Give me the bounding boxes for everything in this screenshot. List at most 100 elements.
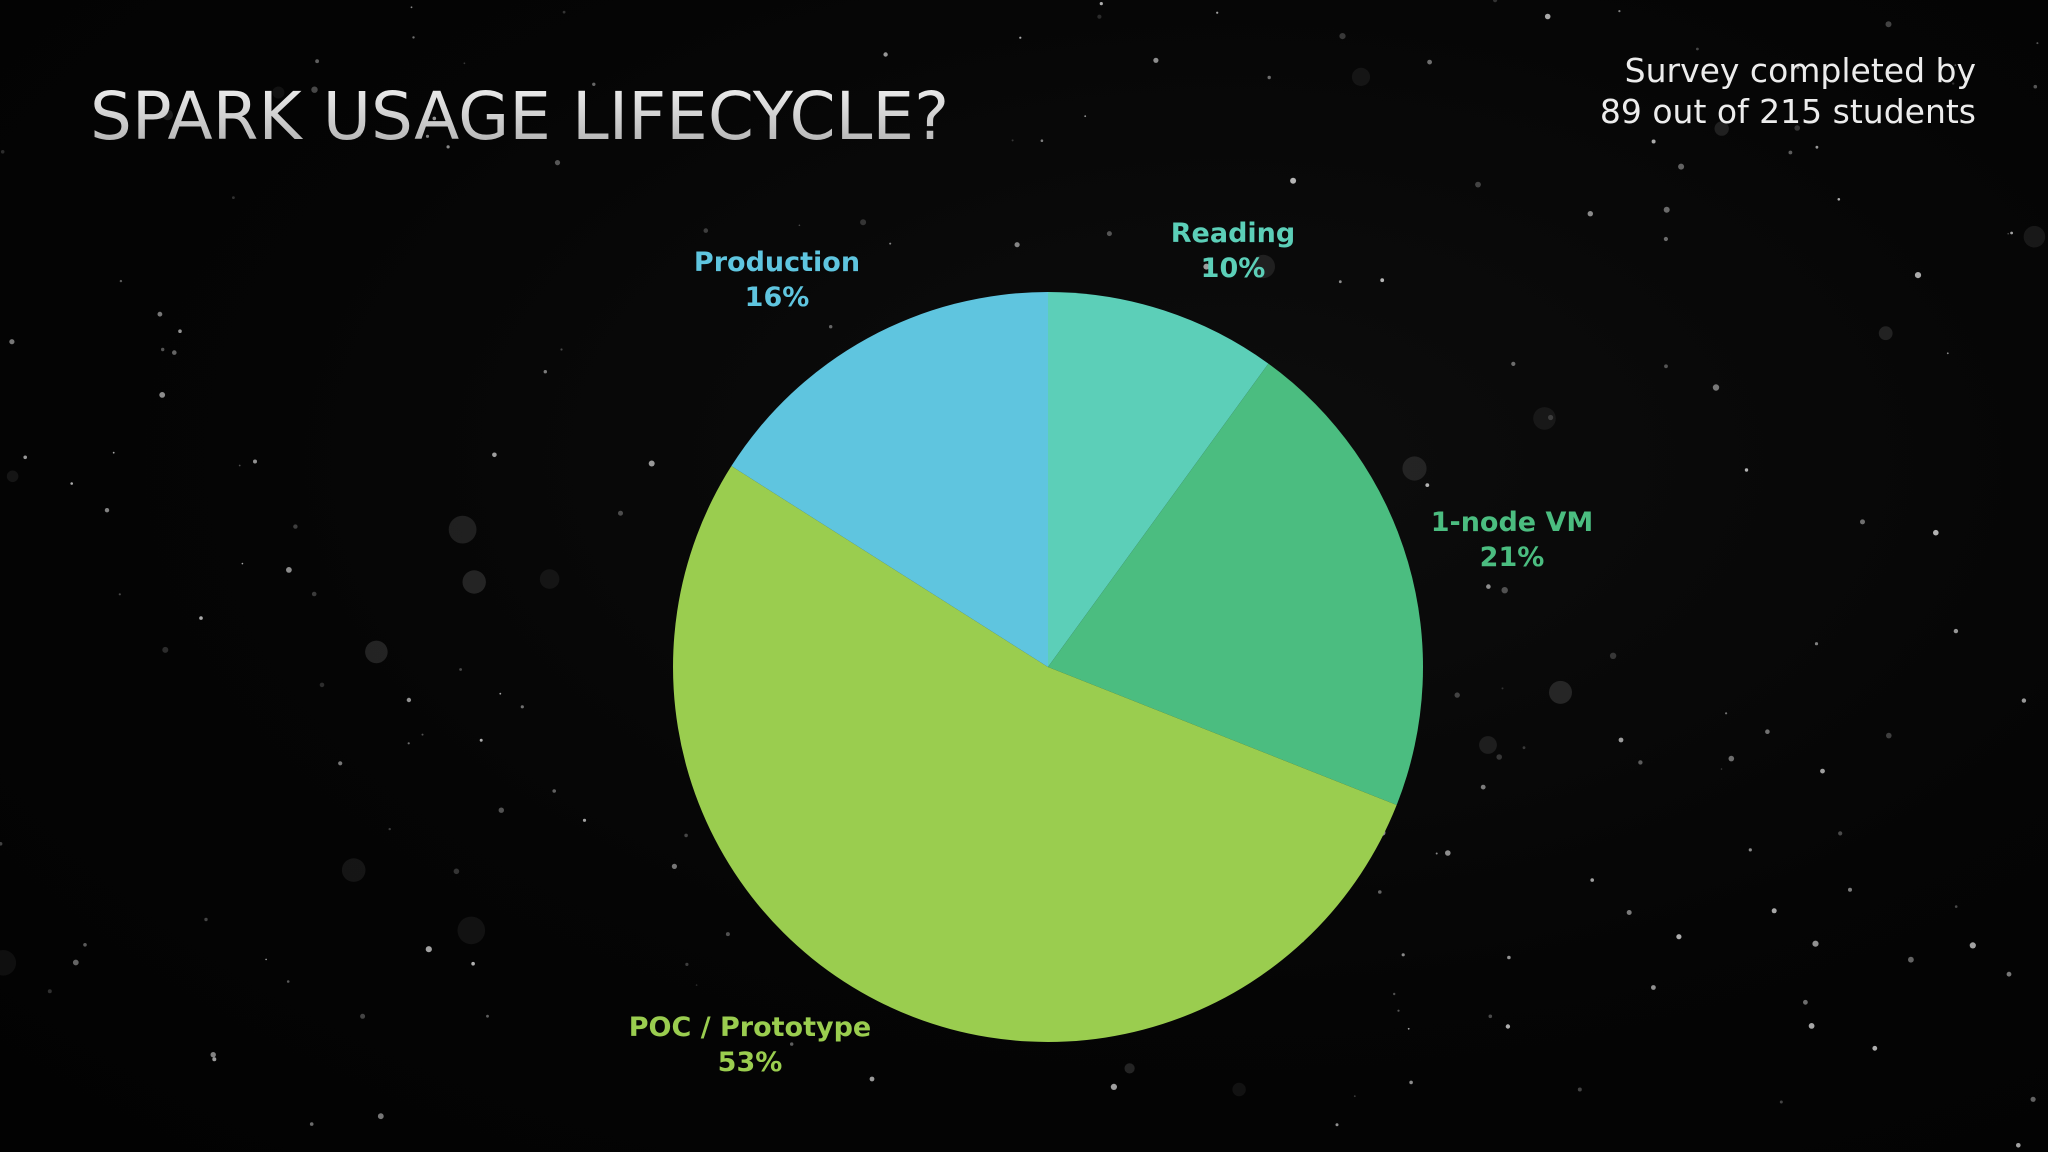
star-dot — [9, 339, 15, 345]
star-dot — [1771, 908, 1777, 914]
star-dot — [118, 593, 121, 596]
star-dot — [0, 842, 3, 846]
star-dot — [162, 646, 169, 653]
star-dot — [1587, 211, 1594, 217]
star-dot — [1338, 280, 1342, 284]
star-dot — [1788, 150, 1793, 155]
star-dot — [1445, 850, 1451, 856]
star-dot — [1501, 687, 1504, 690]
star-dot — [1402, 456, 1427, 481]
star-dot — [446, 145, 450, 149]
star-dot — [2023, 225, 2046, 248]
star-dot — [1505, 1024, 1511, 1029]
star-dot — [1522, 746, 1526, 750]
star-dot — [520, 705, 524, 709]
star-dot — [238, 464, 241, 467]
star-dot — [232, 196, 235, 200]
star-dot — [1407, 1027, 1410, 1030]
star-dot — [83, 943, 87, 947]
star-dot — [23, 455, 28, 460]
star-dot — [6, 470, 19, 483]
star-dot — [309, 1122, 314, 1126]
star-dot — [2007, 232, 2009, 235]
star-dot — [1837, 198, 1841, 201]
slice-label-value: 21% — [1480, 542, 1545, 573]
star-dot — [2033, 84, 2038, 89]
star-dot — [1232, 1082, 1246, 1097]
star-dot — [407, 742, 410, 745]
star-dot — [70, 482, 73, 485]
star-dot — [1814, 642, 1819, 646]
star-dot — [499, 692, 502, 695]
star-dot — [425, 134, 430, 138]
star-dot — [1425, 483, 1430, 487]
star-dot — [2006, 971, 2012, 977]
star-dot — [432, 116, 437, 121]
slice-label-value: 16% — [745, 282, 810, 313]
star-dot — [1409, 1080, 1413, 1085]
star-dot — [1110, 1083, 1117, 1090]
star-dot — [463, 62, 466, 65]
star-dot — [1914, 272, 1922, 279]
star-dot — [1663, 236, 1668, 242]
star-dot — [1796, 66, 1800, 69]
slice-label-name: POC / Prototype — [629, 1012, 871, 1043]
star-dot — [338, 761, 343, 766]
star-dot — [471, 961, 475, 966]
star-dot — [790, 1042, 794, 1046]
star-dot — [1812, 940, 1819, 947]
star-dot — [104, 508, 110, 513]
star-dot — [1251, 254, 1276, 279]
star-dot — [695, 984, 698, 986]
star-dot — [479, 738, 483, 742]
star-dot — [1954, 64, 1957, 67]
star-dot — [199, 616, 203, 620]
star-dot — [1548, 414, 1554, 421]
star-dot — [341, 858, 366, 882]
star-dot — [462, 570, 486, 594]
slice-label-value: 10% — [1201, 253, 1266, 284]
star-dot — [1885, 21, 1892, 28]
star-dot — [1618, 10, 1621, 13]
star-dot — [1725, 712, 1728, 715]
star-dot — [552, 789, 556, 793]
star-dot — [1618, 737, 1624, 743]
star-dot — [1040, 139, 1044, 142]
star-dot — [486, 1014, 489, 1018]
star-dot — [1339, 33, 1346, 40]
star-dot — [1393, 992, 1396, 996]
survey-note: Survey completed by 89 out of 215 studen… — [1600, 50, 1976, 132]
star-dot — [1848, 887, 1852, 892]
star-dot — [1511, 361, 1516, 366]
star-dot — [253, 459, 257, 464]
slide-title: SPARK USAGE LIFECYCLE? — [90, 78, 950, 155]
star-dot — [860, 219, 867, 226]
star-dot — [1872, 1045, 1878, 1051]
star-dot — [725, 932, 730, 937]
star-dot — [1678, 163, 1685, 170]
star-dot — [210, 1052, 216, 1058]
star-dot — [648, 460, 655, 467]
star-dot — [1454, 692, 1460, 698]
star-dot — [889, 242, 892, 245]
star-dot — [1267, 75, 1271, 80]
star-dot — [562, 10, 566, 14]
star-dot — [241, 562, 244, 565]
star-dot — [1378, 890, 1382, 894]
pie-slice-reading — [1048, 292, 1269, 667]
star-dot — [1663, 206, 1670, 213]
star-dot — [425, 946, 432, 953]
star-dot — [1011, 139, 1014, 142]
star-dot — [592, 82, 596, 87]
star-dot — [1969, 942, 1976, 949]
star-dot — [543, 370, 547, 374]
star-dot — [360, 1013, 366, 1019]
star-dot — [272, 86, 285, 99]
star-dot — [1496, 754, 1502, 760]
star-dot — [685, 962, 689, 967]
star-dot — [1475, 181, 1481, 188]
star-dot — [377, 1113, 384, 1120]
star-dot — [1626, 910, 1632, 915]
slice-label-name: Production — [694, 247, 860, 278]
star-dot — [1728, 755, 1735, 762]
